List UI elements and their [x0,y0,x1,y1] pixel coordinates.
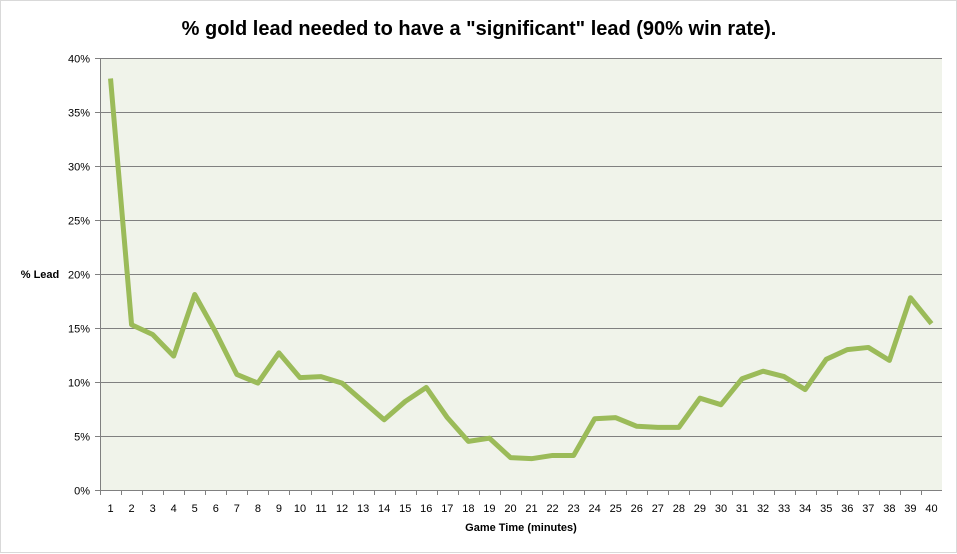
x-tick-label: 12 [336,503,348,515]
y-tick-label: 5% [74,432,90,444]
x-tick-label: 10 [294,503,306,515]
x-tick-label: 40 [925,503,937,515]
x-tick-label: 1 [107,503,113,515]
x-tick-label: 3 [150,503,156,515]
x-tick-label: 24 [589,503,601,515]
x-tick-label: 14 [378,503,390,515]
chart-title: % gold lead needed to have a "significan… [182,18,777,40]
x-tick-label: 37 [862,503,874,515]
x-tick-label: 25 [610,503,622,515]
y-tick-label: 40% [68,54,90,66]
y-axis-label: % Lead [21,269,60,281]
x-tick-label: 7 [234,503,240,515]
x-tick-label: 5 [192,503,198,515]
x-tick-label: 19 [483,503,495,515]
x-tick-label: 6 [213,503,219,515]
y-tick-label: 15% [68,324,90,336]
x-tick-label: 32 [757,503,769,515]
x-tick-label: 39 [904,503,916,515]
x-axis-label: Game Time (minutes) [465,522,577,534]
y-tick-label: 25% [68,216,90,228]
x-tick-label: 28 [673,503,685,515]
x-tick-label: 34 [799,503,811,515]
x-tick-label: 23 [568,503,580,515]
x-tick-label: 11 [315,503,326,515]
x-tick-label: 36 [841,503,853,515]
x-tick-label: 35 [820,503,832,515]
x-tick-label: 31 [736,503,748,515]
x-tick-label: 20 [504,503,516,515]
x-tick-label: 33 [778,503,790,515]
x-tick-label: 30 [715,503,727,515]
x-tick-label: 26 [631,503,643,515]
x-tick-label: 22 [546,503,558,515]
y-tick-label: 30% [68,162,90,174]
x-tick-label: 27 [652,503,664,515]
x-tick-label: 2 [129,503,135,515]
x-tick-label: 9 [276,503,282,515]
x-tick-label: 18 [462,503,474,515]
x-tick-label: 38 [883,503,895,515]
x-tick-label: 4 [171,503,177,515]
y-tick-label: 10% [68,378,90,390]
x-tick-label: 16 [420,503,432,515]
y-tick-label: 0% [74,486,90,498]
x-tick-label: 13 [357,503,369,515]
y-tick-label: 35% [68,108,90,120]
x-tick-label: 21 [525,503,537,515]
x-tick-label: 15 [399,503,411,515]
y-tick-label: 20% [68,270,90,282]
x-tick-label: 17 [441,503,453,515]
x-tick-label: 8 [255,503,261,515]
x-tick-label: 29 [694,503,706,515]
